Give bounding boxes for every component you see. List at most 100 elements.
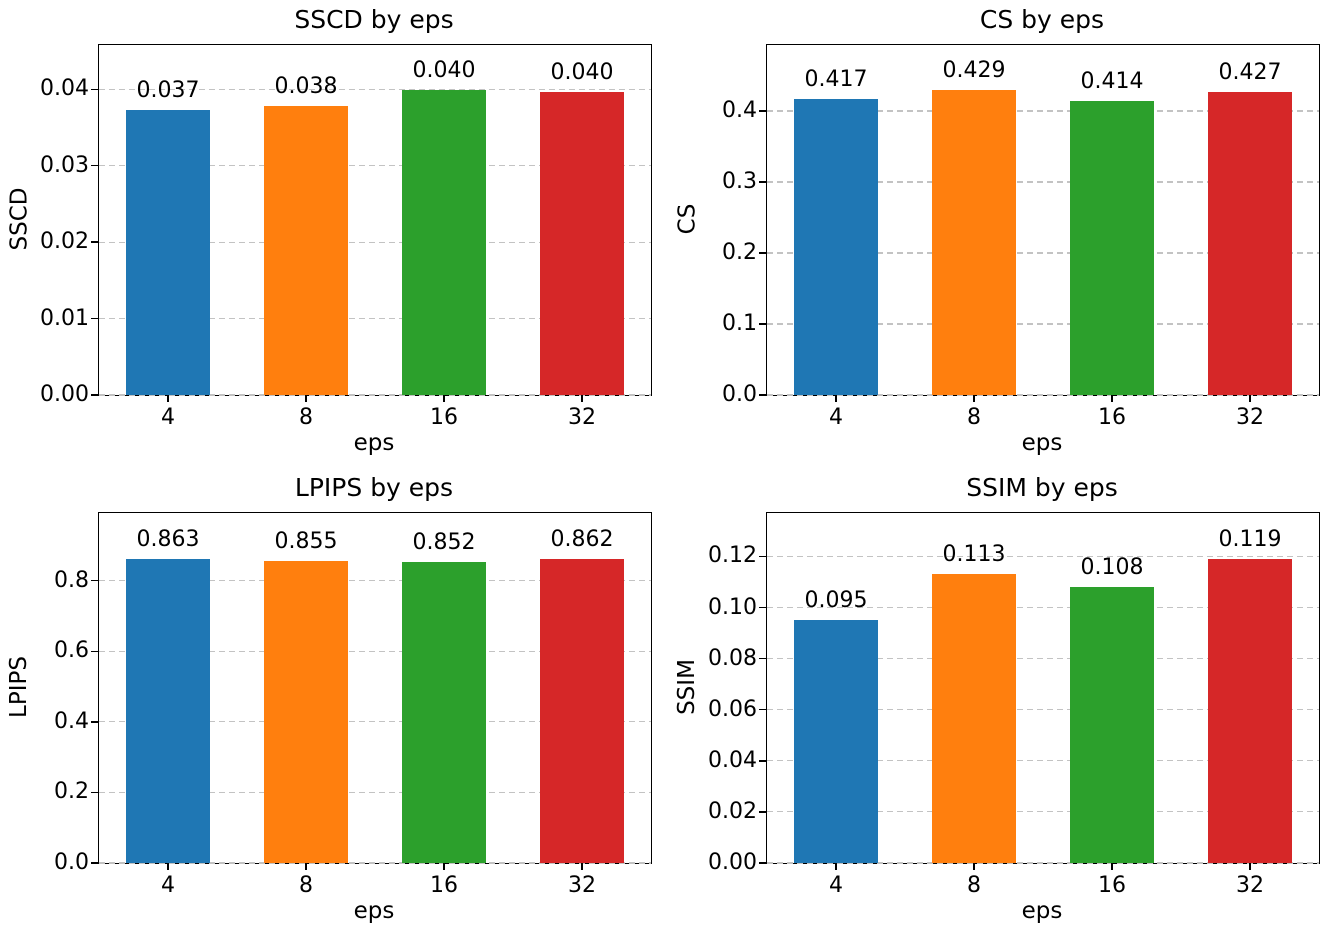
y-tick-mark xyxy=(758,811,766,813)
x-tick-label: 4 xyxy=(829,873,843,898)
bar-eps-16 xyxy=(1070,101,1154,395)
plot-area: 0.00 0.01 0.02 0.03 0.04 0.037 4 0.038 8 0.040 16 0… xyxy=(40,44,652,430)
gridline xyxy=(99,88,651,90)
bar-value-label: 0.037 xyxy=(136,77,200,103)
x-tick-label: 16 xyxy=(1098,873,1126,898)
gridline xyxy=(767,658,1319,660)
y-tick-mark xyxy=(758,252,766,254)
x-tick-label: 16 xyxy=(430,405,458,430)
bar-eps-8 xyxy=(932,90,1016,395)
y-tick-label: 0.0 xyxy=(722,382,757,407)
x-axis-label: eps xyxy=(353,430,395,456)
y-tick-mark xyxy=(90,241,98,243)
y-tick-label: 0.00 xyxy=(40,382,89,407)
y-tick-mark xyxy=(758,323,766,325)
y-tick-label: 0.03 xyxy=(40,152,89,178)
subplot-cs: CS by eps CS 0.0 0.1 0.2 0.3 0.4 0.417 4 0.429 8… xyxy=(668,0,1336,468)
bar-value-label: 0.855 xyxy=(274,529,338,555)
bar-value-label: 0.095 xyxy=(804,588,868,614)
gridline xyxy=(99,791,651,794)
gridline xyxy=(767,862,1319,864)
bar-eps-8 xyxy=(264,106,348,395)
bar-value-label: 0.852 xyxy=(412,530,476,556)
bar-value-label: 0.038 xyxy=(274,74,338,100)
bar-value-label: 0.427 xyxy=(1218,59,1282,85)
x-tick-mark xyxy=(581,863,583,870)
y-tick-mark xyxy=(758,862,766,864)
y-tick-mark xyxy=(758,181,766,183)
x-axis-label: eps xyxy=(353,898,395,924)
x-tick-mark xyxy=(581,395,583,402)
bar-eps-4 xyxy=(794,620,878,863)
y-axis-label: CS xyxy=(673,203,700,235)
y-axis-label-container: LPIPS xyxy=(2,512,36,862)
x-tick-mark xyxy=(305,395,307,402)
subplot-sscd: SSCD by eps SSCD 0.00 0.01 0.02 0.03 0.04 0.0… xyxy=(0,0,668,468)
y-tick-mark xyxy=(90,580,98,582)
gridline xyxy=(767,110,1319,112)
gridline xyxy=(767,394,1319,396)
y-tick-label: 0.4 xyxy=(54,708,89,734)
bar-eps-4 xyxy=(794,98,878,395)
gridline xyxy=(99,241,651,243)
y-tick-mark xyxy=(90,165,98,167)
y-tick-label: 0.4 xyxy=(722,98,757,124)
x-tick-label: 16 xyxy=(1098,405,1126,430)
x-tick-label: 8 xyxy=(299,405,313,430)
y-tick-label: 0.04 xyxy=(40,76,89,102)
y-tick-label: 0.10 xyxy=(708,594,757,620)
x-tick-mark xyxy=(835,863,837,870)
y-tick-mark xyxy=(758,606,766,609)
y-tick-mark xyxy=(758,555,766,558)
x-tick-label: 8 xyxy=(299,873,313,898)
bar-value-label: 0.040 xyxy=(550,60,614,86)
y-tick-mark xyxy=(90,317,98,320)
gridline xyxy=(99,862,651,864)
y-tick-label: 0.2 xyxy=(54,779,89,805)
chart-title: SSCD by eps xyxy=(294,5,454,34)
x-tick-mark xyxy=(1249,863,1251,870)
y-tick-mark xyxy=(758,394,766,396)
x-tick-label: 32 xyxy=(1236,405,1264,430)
bar-eps-16 xyxy=(402,90,486,395)
bar-eps-4 xyxy=(126,558,210,863)
x-tick-label: 32 xyxy=(1236,873,1264,898)
x-tick-mark xyxy=(167,395,169,402)
bar-value-label: 0.040 xyxy=(412,58,476,84)
x-axis-label: eps xyxy=(1021,898,1063,924)
bar-value-label: 0.113 xyxy=(942,542,1006,568)
y-tick-label: 0.0 xyxy=(54,850,89,875)
x-tick-mark xyxy=(973,395,975,402)
y-tick-label: 0.12 xyxy=(708,543,757,569)
bar-eps-32 xyxy=(540,92,624,395)
x-tick-mark xyxy=(1249,395,1251,402)
x-tick-label: 4 xyxy=(829,405,843,430)
y-tick-mark xyxy=(90,862,98,864)
gridline xyxy=(99,721,651,723)
bar-value-label: 0.414 xyxy=(1080,69,1144,95)
gridline xyxy=(99,394,651,396)
subplot-ssim: SSIM by eps SSIM 0.00 0.02 0.04 0.06 0.08 0.1… xyxy=(668,468,1336,936)
gridline xyxy=(767,555,1319,558)
bar-value-label: 0.429 xyxy=(942,58,1006,84)
x-tick-mark xyxy=(443,395,445,402)
y-tick-mark xyxy=(758,657,766,660)
y-tick-label: 0.2 xyxy=(722,240,757,265)
chart-title: CS by eps xyxy=(979,5,1105,34)
gridline xyxy=(99,165,651,167)
gridline xyxy=(767,252,1319,254)
gridline xyxy=(767,811,1319,813)
x-tick-mark xyxy=(1111,395,1113,402)
x-tick-mark xyxy=(305,863,307,870)
x-tick-label: 32 xyxy=(568,405,596,430)
plot-area: 0.0 0.2 0.4 0.6 0.8 0.863 4 0.855 8 0.852 16 0.862 3… xyxy=(54,512,652,898)
y-tick-mark xyxy=(90,791,98,794)
y-tick-mark xyxy=(90,88,98,90)
bar-value-label: 0.863 xyxy=(136,526,200,552)
x-tick-label: 32 xyxy=(568,873,596,898)
x-tick-label: 4 xyxy=(161,405,175,430)
x-tick-mark xyxy=(443,863,445,870)
y-tick-label: 0.00 xyxy=(708,850,757,875)
bar-eps-4 xyxy=(126,109,210,395)
